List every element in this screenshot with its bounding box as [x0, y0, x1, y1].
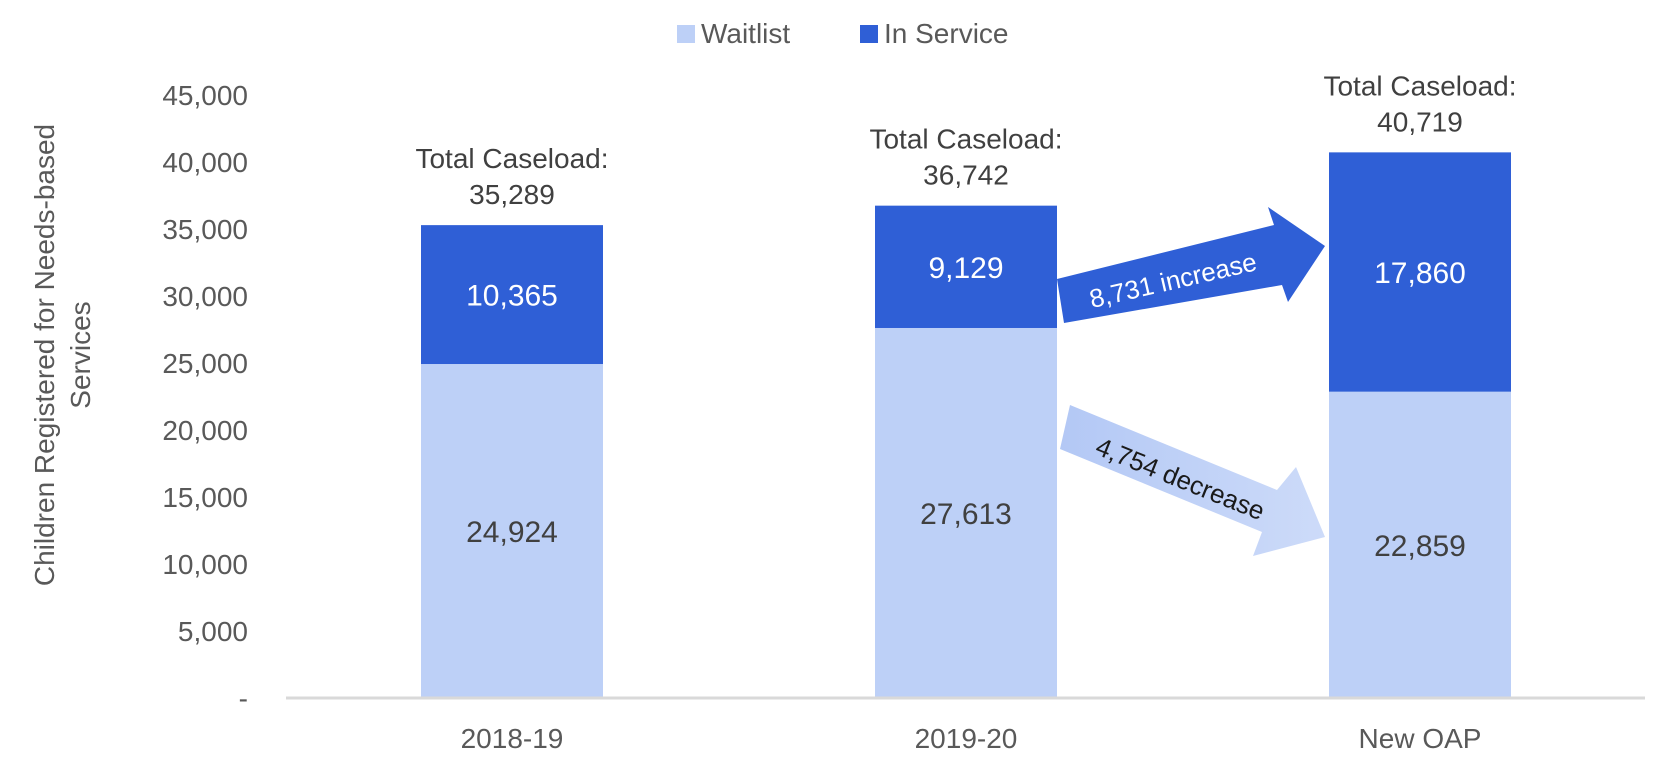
data-label-waitlist: 27,613	[920, 498, 1012, 531]
total-caseload-value: 40,719	[1377, 106, 1463, 137]
total-caseload-value: 35,289	[469, 179, 555, 210]
data-label-in-service: 9,129	[928, 252, 1003, 285]
x-tick-label: 2019-20	[915, 723, 1018, 754]
y-tick-label: 15,000	[162, 482, 248, 513]
total-caseload-label: Total Caseload:	[869, 124, 1062, 155]
bar-segment-waitlist	[1329, 391, 1511, 698]
decrease-arrow-shape	[1060, 405, 1325, 556]
y-axis-title-line-1: Children Registered for Needs-based	[29, 124, 60, 586]
total-caseload-label: Total Caseload:	[415, 143, 608, 174]
y-tick-label: -	[239, 683, 248, 714]
legend-swatch-in-service	[860, 25, 878, 43]
data-label-in-service: 10,365	[466, 280, 558, 313]
x-axis-labels: 2018-19 2019-20 New OAP	[461, 723, 1482, 754]
y-tick-label: 35,000	[162, 214, 248, 245]
bar-segment-waitlist	[421, 364, 603, 698]
decrease-arrow: 4,754 decrease	[1060, 405, 1325, 556]
y-axis-title-line-2: Services	[65, 301, 96, 408]
y-tick-label: 5,000	[178, 616, 248, 647]
x-tick-label: 2018-19	[461, 723, 564, 754]
bar-segment-waitlist	[875, 327, 1057, 698]
data-label-waitlist: 22,859	[1374, 530, 1466, 563]
bar-segment-in-service	[421, 225, 603, 365]
bar-labels: 24,924 10,365 Total Caseload: 35,289 27,613 9…	[415, 70, 1516, 562]
data-label-in-service: 17,860	[1374, 257, 1466, 290]
legend-label-waitlist: Waitlist	[701, 18, 790, 49]
total-caseload-value: 36,742	[923, 160, 1009, 191]
y-tick-label: 45,000	[162, 80, 248, 111]
y-tick-label: 20,000	[162, 415, 248, 446]
y-tick-label: 25,000	[162, 348, 248, 379]
legend-swatch-waitlist	[677, 25, 695, 43]
total-caseload-label: Total Caseload:	[1323, 70, 1516, 101]
legend: Waitlist In Service	[677, 18, 1009, 49]
y-tick-label: 30,000	[162, 281, 248, 312]
y-tick-label: 40,000	[162, 147, 248, 178]
bar-segment-in-service	[1329, 152, 1511, 392]
increase-arrow: 8,731 increase	[1057, 207, 1325, 323]
y-tick-label: 10,000	[162, 549, 248, 580]
bars	[421, 152, 1511, 698]
data-label-waitlist: 24,924	[466, 516, 558, 549]
increase-arrow-shape	[1057, 207, 1325, 323]
x-tick-label: New OAP	[1359, 723, 1482, 754]
legend-label-in-service: In Service	[884, 18, 1009, 49]
y-axis-ticks: - 5,000 10,000 15,000 20,000 25,000 30,000 35,0…	[162, 80, 248, 714]
bar-segment-in-service	[875, 205, 1057, 328]
